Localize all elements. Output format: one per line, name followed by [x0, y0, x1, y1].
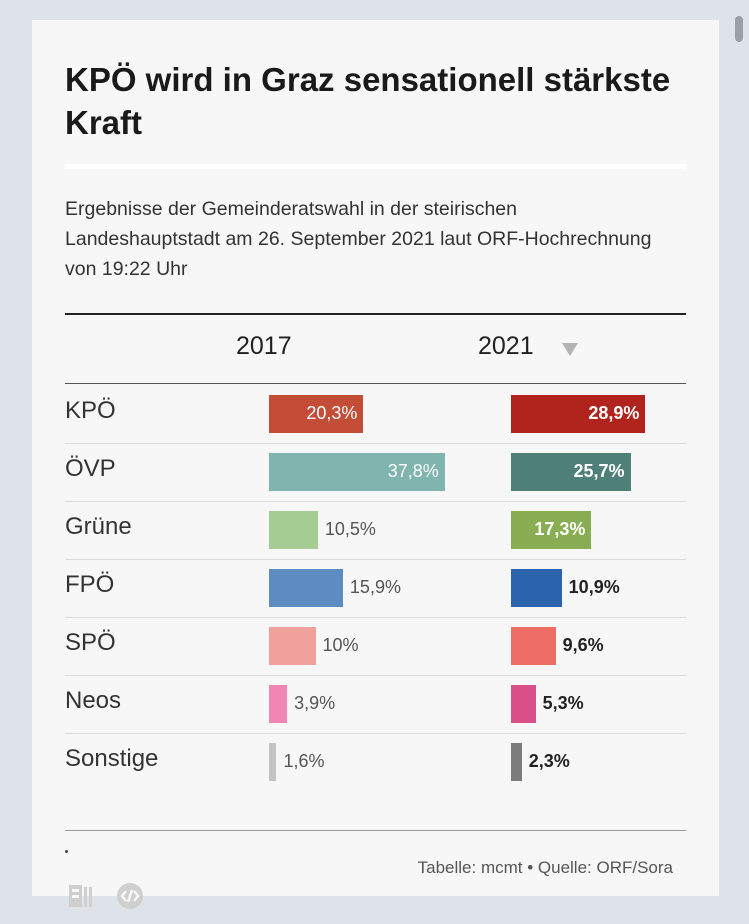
table-row: Grüne 10,5% 17,3%: [65, 501, 686, 560]
bar-2017: [269, 511, 318, 549]
source-note: Tabelle: mcmt • Quelle: ORF/Sora: [417, 858, 673, 877]
table-row: ÖVP 37,8% 25,7%: [65, 443, 686, 502]
bar-2021: [511, 569, 562, 607]
table-bottom-rule: [65, 830, 686, 831]
scrollbar-thumb[interactable]: [735, 16, 743, 42]
chart-title: KPÖ wird in Graz sensationell stärkste K…: [65, 61, 671, 141]
value-label-2017: 15,9%: [349, 577, 401, 597]
table-row: SPÖ 10% 9,6%: [65, 617, 686, 676]
column-header-2021[interactable]: 2021: [478, 332, 534, 360]
value-label-2017: 37,8%: [387, 461, 439, 481]
chart-card: KPÖ wird in Graz sensationell stärkste K…: [32, 20, 719, 909]
value-label-2021: 17,3%: [534, 519, 586, 539]
bar-2021: [511, 743, 522, 781]
value-label-2017: 20,3%: [306, 403, 358, 423]
party-label: Grüne: [65, 513, 132, 540]
bar-2017: [269, 453, 445, 491]
bar-2017: [269, 627, 316, 665]
value-label-2017: 1,6%: [283, 751, 325, 771]
table-header-rule: [65, 383, 686, 384]
value-label-2021: 25,7%: [573, 461, 625, 481]
column-header-2017[interactable]: 2017: [236, 332, 292, 360]
bar-2021: [511, 453, 631, 491]
value-label-2017: 10%: [322, 635, 359, 655]
party-label: ÖVP: [65, 455, 116, 482]
flourish-logo-icon[interactable]: [68, 882, 96, 910]
table-row: Neos 3,9% 5,3%: [65, 675, 686, 734]
value-label-2017: 3,9%: [294, 693, 336, 713]
value-label-2017: 10,5%: [324, 519, 376, 539]
chart-subtitle: Ergebnisse der Gemeinderatswahl in der s…: [65, 198, 652, 280]
sort-descending-icon[interactable]: [562, 343, 578, 356]
bar-2021: [511, 627, 556, 665]
table-row: FPÖ 15,9% 10,9%: [65, 559, 686, 618]
party-label: Neos: [65, 687, 122, 714]
party-label: FPÖ: [65, 571, 115, 598]
party-label: Sonstige: [65, 745, 159, 772]
party-label: KPÖ: [65, 397, 116, 424]
table-top-rule: [65, 313, 686, 315]
title-divider: [65, 164, 686, 169]
value-label-2021: 9,6%: [562, 635, 604, 655]
embed-code-icon[interactable]: [116, 882, 144, 910]
value-label-2021: 5,3%: [542, 693, 584, 713]
bar-2021: [511, 685, 536, 723]
bar-2017: [269, 569, 343, 607]
table-row: Sonstige 1,6% 2,3%: [65, 733, 686, 791]
bar-2017: [269, 685, 288, 723]
value-label-2021: 28,9%: [588, 403, 640, 423]
bar-2021: [511, 511, 592, 549]
value-label-2021: 10,9%: [568, 577, 620, 597]
table-row: KPÖ 20,3% 28,9%: [65, 385, 686, 444]
bar-2017: [269, 743, 277, 781]
bar-2021: [511, 395, 646, 433]
value-label-2021: 2,3%: [528, 751, 570, 771]
party-label: SPÖ: [65, 629, 116, 656]
bar-2017: [269, 395, 364, 433]
footer-dot: [65, 850, 68, 853]
